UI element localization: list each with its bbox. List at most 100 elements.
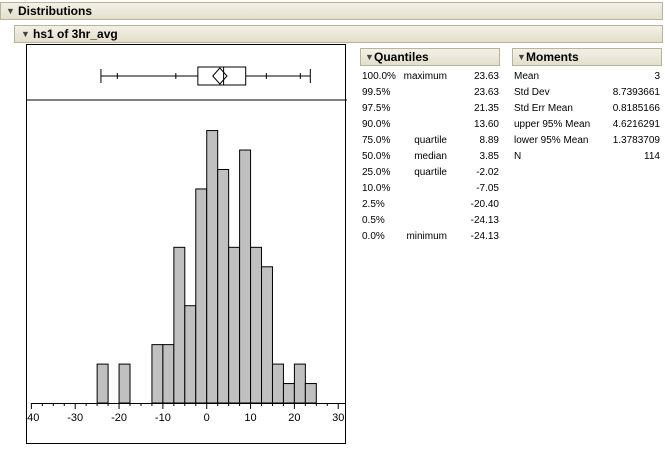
moment-row: Mean 3 (514, 69, 660, 85)
variable-title: hs1 of 3hr_avg (33, 27, 118, 41)
quantile-value: 23.63 (473, 71, 499, 82)
x-axis-tick-label: -10 (155, 412, 171, 424)
moment-value: 114 (644, 151, 660, 162)
quantile-label: minimum (406, 231, 447, 242)
moment-label: upper 95% Mean (514, 119, 591, 130)
x-axis-tick-label: 20 (288, 412, 300, 424)
quantile-percent: 0.5% (362, 215, 385, 226)
histogram-bar (184, 305, 197, 404)
quantile-row: 0.0% minimum -24.13 (362, 229, 499, 245)
moment-value: 0.8185166 (612, 103, 660, 114)
quantile-percent: 50.0% (362, 151, 391, 162)
quantiles-title: Quantiles (374, 50, 429, 64)
quantile-percent: 90.0% (362, 119, 391, 130)
quantile-value: 23.63 (473, 87, 499, 98)
quantile-row: 50.0% median 3.85 (362, 149, 499, 165)
quantile-value: -24.13 (470, 231, 499, 242)
quantile-value: 13.60 (473, 119, 499, 130)
distributions-header[interactable]: ▼ Distributions (0, 2, 663, 20)
quantile-row: 100.0% maximum 23.63 (362, 69, 499, 85)
quantile-value: -7.05 (476, 183, 499, 194)
histogram-bar (282, 383, 295, 404)
moment-row: Std Dev 8.7393661 (514, 85, 660, 101)
quantile-label: maximum (403, 71, 447, 82)
quantile-row: 99.5% 23.63 (362, 85, 499, 101)
histogram-bar (239, 149, 252, 404)
moment-row: upper 95% Mean 4.6216291 (514, 117, 660, 133)
boxplot-box (197, 66, 247, 86)
quantile-row: 2.5% -20.40 (362, 197, 499, 213)
collapse-triangle-icon[interactable]: ▼ (6, 6, 15, 16)
quantile-row: 90.0% 13.60 (362, 117, 499, 133)
quantile-row: 75.0% quartile 8.89 (362, 133, 499, 149)
collapse-triangle-icon[interactable]: ▼ (517, 52, 526, 62)
x-axis-tick-label: 0 (204, 412, 210, 424)
quantile-value: 8.89 (479, 135, 499, 146)
outlier-box-plot (100, 66, 311, 86)
collapse-triangle-icon[interactable]: ▼ (21, 29, 30, 39)
moment-row: N 114 (514, 149, 660, 165)
histogram-bars (96, 130, 317, 404)
histogram-bar (162, 344, 175, 404)
quantile-value: 3.85 (479, 151, 499, 162)
quantile-label: quartile (414, 167, 447, 178)
moments-header[interactable]: ▼ Moments (512, 48, 662, 66)
quantile-row: 25.0% quartile -2.02 (362, 165, 499, 181)
x-axis-tick-label: 10 (244, 412, 256, 424)
histogram-bar (217, 168, 230, 404)
quantile-percent: 97.5% (362, 103, 391, 114)
quantile-value: 21.35 (473, 103, 499, 114)
histogram-bar (261, 266, 273, 404)
quantile-value: -20.40 (470, 199, 499, 210)
moment-row: Std Err Mean 0.8185166 (514, 101, 660, 117)
quantile-percent: 99.5% (362, 87, 391, 98)
quantile-row: 10.0% -7.05 (362, 181, 499, 197)
histogram-bar (293, 363, 306, 404)
quantile-value: -2.02 (476, 167, 499, 178)
quantile-row: 0.5% -24.13 (362, 213, 499, 229)
moment-value: 3 (654, 71, 660, 82)
moment-value: 4.6216291 (612, 119, 660, 130)
histogram-bar (271, 363, 284, 404)
histogram-bar (206, 130, 219, 404)
moment-label: Std Err Mean (514, 103, 573, 114)
moment-value: 8.7393661 (612, 87, 660, 98)
x-axis-tick-label: -40 (27, 412, 39, 424)
quantile-percent: 100.0% (362, 71, 396, 82)
x-axis-tick-label: 30 (332, 412, 344, 424)
collapse-triangle-icon[interactable]: ▼ (365, 52, 374, 62)
quantile-percent: 10.0% (362, 183, 391, 194)
quantile-label: median (414, 151, 447, 162)
x-axis: -40 -30 -20 -10 0 10 20 30 (27, 403, 345, 424)
histogram-bar (173, 246, 186, 404)
x-axis-tick-label: -20 (111, 412, 127, 424)
moments-title: Moments (526, 50, 579, 64)
histogram-bar (250, 246, 263, 404)
distributions-title: Distributions (18, 4, 92, 18)
moment-row: lower 95% Mean 1.3783709 (514, 133, 660, 149)
quantile-percent: 2.5% (362, 199, 385, 210)
quantile-percent: 25.0% (362, 167, 391, 178)
variable-header[interactable]: ▼ hs1 of 3hr_avg (14, 25, 663, 43)
moment-value: 1.3783709 (612, 135, 660, 146)
moment-label: N (514, 151, 522, 162)
quantiles-header[interactable]: ▼ Quantiles (360, 48, 500, 66)
x-axis-tick-label: -30 (67, 412, 83, 424)
histogram-chart: -40 -30 -20 -10 0 10 20 30 (27, 66, 347, 424)
histogram-bar (118, 363, 131, 404)
histogram-bar (304, 383, 317, 404)
histogram-bar (228, 246, 241, 404)
quantile-percent: 75.0% (362, 135, 391, 146)
moment-label: Mean (514, 71, 540, 82)
quantile-value: -24.13 (470, 215, 499, 226)
quantile-label: quartile (414, 135, 447, 146)
histogram-plot-frame[interactable]: -40 -30 -20 -10 0 10 20 30 (26, 44, 347, 444)
histogram-bar (151, 344, 164, 404)
moment-label: lower 95% Mean (514, 135, 589, 146)
histogram-bar (195, 188, 208, 404)
histogram-bar (96, 363, 109, 404)
moment-label: Std Dev (514, 87, 550, 98)
boxplot-mean-diamond (212, 67, 228, 85)
quantile-row: 97.5% 21.35 (362, 101, 499, 117)
quantile-percent: 0.0% (362, 231, 385, 242)
